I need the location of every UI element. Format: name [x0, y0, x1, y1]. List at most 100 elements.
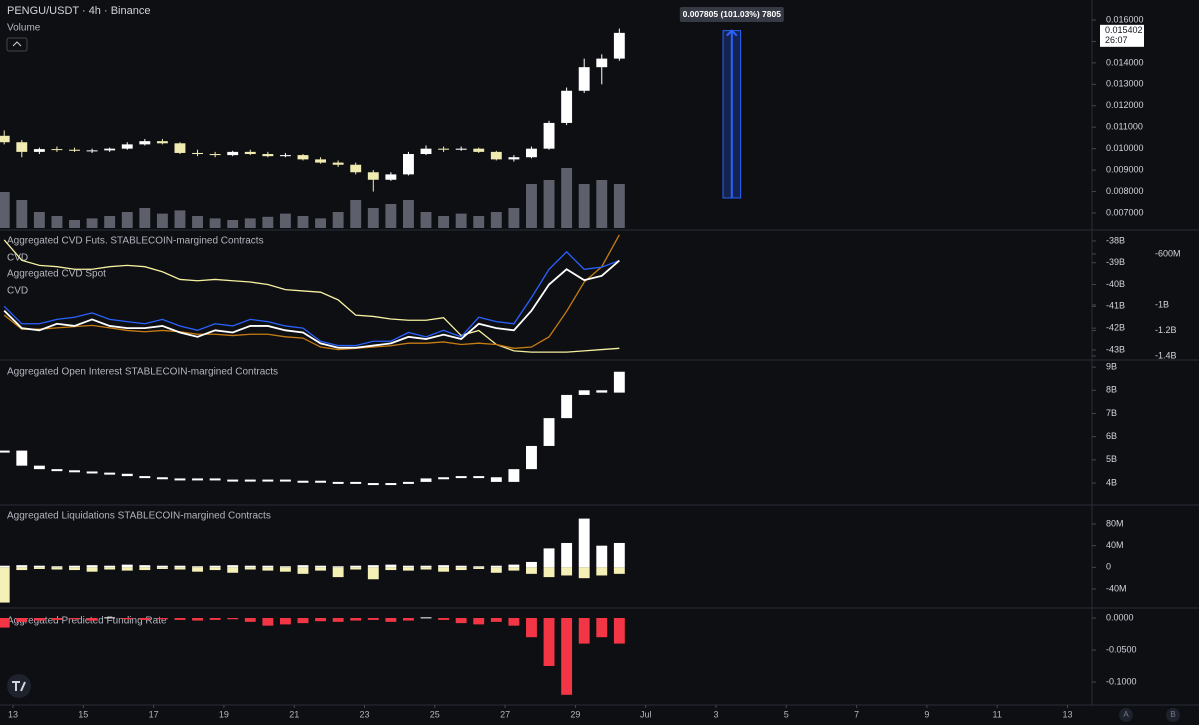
liquidation-bar	[174, 567, 186, 570]
cvd-line	[3, 250, 620, 347]
funding-bar	[121, 618, 133, 620]
liquidation-bar	[367, 567, 379, 580]
x-tick-label: 21	[289, 709, 299, 719]
liquidation-bar	[402, 567, 414, 571]
liquidation-bar	[279, 566, 291, 568]
oi-candle	[192, 478, 203, 481]
x-tick-label: 9	[924, 709, 929, 719]
y-tick-label: -40M	[1106, 583, 1127, 593]
collapse-icon	[12, 41, 22, 47]
oi-candle	[69, 470, 80, 473]
liquidation-bar	[508, 567, 520, 571]
candle-body	[455, 148, 467, 150]
volume-bar	[156, 213, 168, 228]
liquidation-bar	[526, 567, 537, 574]
volume-bar	[139, 208, 151, 228]
price-tag	[1100, 24, 1144, 47]
volume-bar	[174, 210, 186, 228]
volume-bar	[209, 218, 221, 228]
candle-body	[578, 67, 590, 91]
measure-arrow	[726, 29, 738, 198]
volume-bar	[613, 184, 625, 228]
candle-body	[86, 150, 98, 152]
candle-body	[315, 159, 327, 163]
pane-label: Aggregated Predicted Funding Rate	[7, 616, 167, 627]
logo[interactable]	[7, 674, 31, 698]
y-tick-label: 0.012000	[1106, 100, 1144, 110]
volume-bar	[51, 216, 63, 228]
volume-bar	[543, 180, 555, 228]
volume-bar	[508, 208, 520, 228]
funding-bar	[402, 618, 414, 621]
x-tick-label: 5	[784, 709, 789, 719]
candle-body	[192, 152, 203, 155]
x-tick-label: 19	[219, 709, 229, 719]
y-tick-label: 6B	[1106, 431, 1117, 441]
logo-mark	[12, 681, 26, 692]
candle-body	[227, 151, 239, 156]
liquidation-bar	[86, 567, 98, 572]
liquidation-bar	[297, 567, 309, 574]
oi-candle	[350, 481, 362, 484]
x-tick-label: 13	[1062, 709, 1072, 719]
liquidation-bar	[0, 565, 10, 568]
y-tick-label: -43B	[1106, 344, 1125, 354]
liquidation-bar	[543, 548, 555, 568]
funding-bar	[86, 618, 98, 621]
x-tick-label: 7	[854, 709, 859, 719]
liquidation-bar	[297, 565, 309, 568]
oi-candle	[227, 479, 239, 482]
measure-label: 0.007805 (101.03%) 7805	[683, 9, 782, 19]
candle-body	[139, 141, 151, 145]
candle-body	[490, 151, 502, 160]
volume-bar	[367, 208, 379, 228]
funding-bar	[227, 618, 239, 620]
volume-bar	[420, 212, 432, 228]
liquidation-bar	[279, 567, 291, 572]
scale-button[interactable]	[1119, 708, 1133, 722]
y-tick-label: 7B	[1106, 408, 1117, 418]
candle-body	[33, 149, 45, 152]
liquidation-bar	[33, 567, 45, 569]
liquidation-bar	[69, 565, 80, 568]
scale-button[interactable]	[1166, 708, 1180, 722]
y-tick-label: 0.016000	[1106, 14, 1144, 24]
liquidation-bar	[139, 567, 151, 571]
volume-bar	[350, 200, 362, 228]
y-tick-label: -39B	[1106, 257, 1125, 267]
funding-bar	[279, 618, 291, 625]
scale-button-label: A	[1123, 710, 1129, 719]
volume-label: Volume	[7, 23, 41, 34]
y-tick-label: 0.013000	[1106, 79, 1144, 89]
candle-body	[244, 151, 256, 155]
liquidation-bar	[578, 518, 590, 568]
liquidation-bar	[490, 565, 502, 568]
collapse-button[interactable]	[6, 37, 28, 52]
liquidation-bar	[139, 565, 151, 568]
candle-body	[332, 162, 344, 165]
y-tick-label: -0.0500	[1106, 644, 1137, 654]
oi-candle	[613, 371, 625, 393]
y-tick-label: 40M	[1106, 540, 1124, 550]
oi-candle	[86, 471, 98, 474]
oi-candle	[561, 394, 573, 419]
liquidation-bar	[473, 567, 485, 569]
oi-candle	[139, 476, 151, 479]
measure-label-box	[679, 7, 784, 22]
oi-candle	[455, 476, 467, 479]
y-tick-label: 0.007000	[1106, 207, 1144, 217]
funding-bar	[613, 618, 625, 644]
liquidation-bar	[121, 567, 133, 571]
y-tick-label: 4B	[1106, 477, 1117, 487]
volume-bar	[192, 216, 203, 228]
y-tick-label: 0.010000	[1106, 143, 1144, 153]
oi-candle	[156, 477, 168, 480]
liquidation-bar	[51, 567, 63, 570]
y-tick-label: 0.011000	[1106, 122, 1143, 132]
y-tick-label: -1.4B	[1155, 350, 1177, 360]
x-tick-label: 11	[993, 709, 1002, 719]
oi-candle	[508, 469, 520, 482]
funding-bar	[508, 618, 520, 626]
candle-body	[420, 148, 432, 155]
